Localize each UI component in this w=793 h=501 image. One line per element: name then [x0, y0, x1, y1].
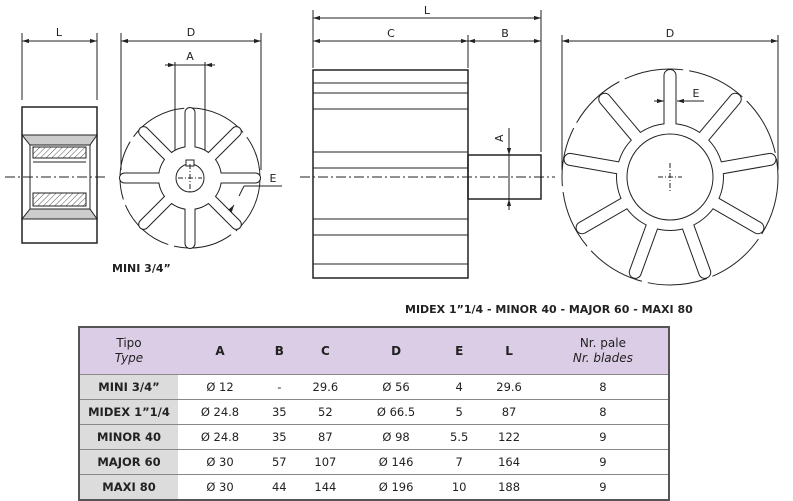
cell-blades: 9	[537, 424, 669, 450]
table-header-row: Tipo Type A B C D E L Nr. pale Nr. blades	[79, 327, 669, 375]
technical-drawing: L D A E MINI 3/4” L C B A D E MIDEX 1”1/…	[5, 4, 779, 316]
cell-c: 87	[296, 424, 355, 450]
mini-side-view	[5, 33, 105, 244]
cell-d: Ø 56	[354, 374, 439, 400]
cell-b: 35	[261, 399, 297, 425]
header-type-en: Type	[114, 351, 144, 365]
table-row: MINOR 40 Ø 24.8 35 87 Ø 98 5.5 122 9	[79, 424, 669, 450]
header-b: B	[261, 327, 297, 375]
header-a: A	[178, 327, 262, 375]
cell-e: 4	[438, 374, 481, 400]
dim-label-e-large: E	[693, 87, 700, 100]
cell-l: 122	[480, 424, 538, 450]
header-type-it: Tipo	[116, 336, 142, 350]
cell-blades: 9	[537, 474, 669, 500]
cell-blades: 8	[537, 399, 669, 425]
cell-blades: 8	[537, 374, 669, 400]
large-side-view	[300, 10, 555, 279]
cell-model: MINOR 40	[79, 424, 178, 450]
cell-blades: 9	[537, 449, 669, 475]
cell-e: 10	[438, 474, 481, 500]
cell-a: Ø 12	[178, 374, 262, 400]
cell-c: 29.6	[296, 374, 355, 400]
dim-label-l: L	[56, 26, 63, 39]
cell-b: 35	[261, 424, 297, 450]
header-blades-it: Nr. pale	[579, 336, 626, 350]
cell-d: Ø 196	[354, 474, 439, 500]
cell-b: -	[261, 374, 297, 400]
cell-model: MAJOR 60	[79, 449, 178, 475]
dim-label-d-large: D	[666, 27, 674, 40]
caption-large: MIDEX 1”1/4 - MINOR 40 - MAJOR 60 - MAXI…	[405, 303, 693, 316]
dim-label-l-large: L	[424, 4, 431, 17]
dim-label-e: E	[270, 172, 277, 185]
cell-e: 5	[438, 399, 481, 425]
dim-label-d: D	[187, 26, 195, 39]
cell-l: 29.6	[480, 374, 538, 400]
table-row: MINI 3/4” Ø 12-29.6 Ø 56 4 29.6 8	[79, 374, 669, 400]
dim-label-a-large: A	[493, 134, 506, 142]
cell-model: MIDEX 1”1/4	[79, 399, 178, 425]
header-blades: Nr. pale Nr. blades	[537, 327, 669, 375]
caption-mini: MINI 3/4”	[112, 262, 171, 275]
specs-table: Tipo Type A B C D E L Nr. pale Nr. blades …	[78, 326, 670, 501]
large-impeller-front-view	[561, 68, 779, 286]
cell-d: Ø 146	[354, 449, 439, 475]
cell-a: Ø 24.8	[178, 424, 262, 450]
mini-impeller-front-view	[119, 107, 261, 249]
cell-model: MINI 3/4”	[79, 374, 178, 400]
header-blades-en: Nr. blades	[572, 351, 633, 365]
header-e: E	[438, 327, 481, 375]
cell-c: 107	[296, 449, 355, 475]
header-l: L	[480, 327, 538, 375]
cell-l: 87	[480, 399, 538, 425]
header-d: D	[354, 327, 439, 375]
dim-label-c: C	[387, 27, 395, 40]
cell-d: Ø 66.5	[354, 399, 439, 425]
cell-b: 57	[261, 449, 297, 475]
table-row: MAXI 80 Ø 30 44 144 Ø 196 10 188 9	[79, 474, 669, 500]
cell-b: 44	[261, 474, 297, 500]
table-row: MAJOR 60 Ø 30 57 107 Ø 146 7 164 9	[79, 449, 669, 475]
cell-c: 144	[296, 474, 355, 500]
cell-l: 164	[480, 449, 538, 475]
cell-a: Ø 30	[178, 449, 262, 475]
header-type: Tipo Type	[79, 327, 178, 375]
cell-model: MAXI 80	[79, 474, 178, 500]
dim-label-b: B	[501, 27, 509, 40]
cell-a: Ø 30	[178, 474, 262, 500]
cell-e: 5.5	[438, 424, 481, 450]
cell-d: Ø 98	[354, 424, 439, 450]
cell-l: 188	[480, 474, 538, 500]
header-c: C	[296, 327, 355, 375]
cell-a: Ø 24.8	[178, 399, 262, 425]
cell-c: 52	[296, 399, 355, 425]
table-row: MIDEX 1”1/4 Ø 24.8 35 52 Ø 66.5 5 87 8	[79, 399, 669, 425]
cell-e: 7	[438, 449, 481, 475]
dim-label-a: A	[186, 50, 194, 63]
